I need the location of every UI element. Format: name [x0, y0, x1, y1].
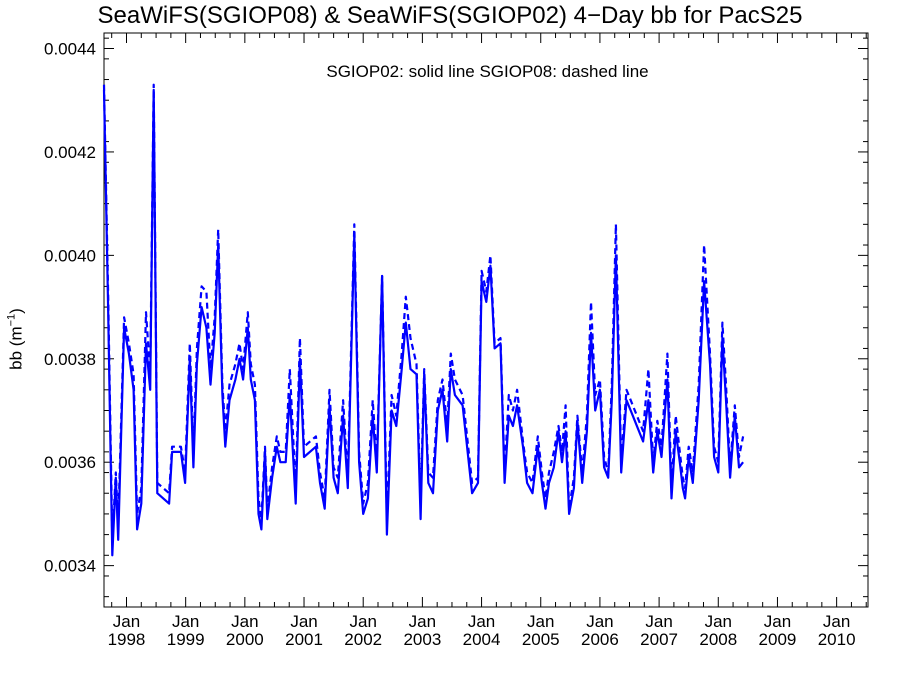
x-tick-year-label: 2010: [818, 630, 856, 649]
x-tick-year-label: 2000: [226, 630, 264, 649]
x-tick-month-label: Jan: [172, 612, 199, 631]
x-tick-year-label: 2009: [759, 630, 797, 649]
plot-frame: [103, 32, 869, 608]
x-tick-month-label: Jan: [409, 612, 436, 631]
x-tick-year-label: 2001: [285, 630, 323, 649]
x-tick-year-label: 2002: [344, 630, 382, 649]
x-tick-month-label: Jan: [231, 612, 258, 631]
x-tick-year-label: 2003: [403, 630, 441, 649]
x-tick-year-label: 1998: [108, 630, 146, 649]
y-tick-label: 0.0036: [44, 453, 96, 472]
series-line-sgiop08: [102, 83, 745, 541]
x-tick-year-label: 2005: [522, 630, 560, 649]
x-tick-month-label: Jan: [645, 612, 672, 631]
y-tick-label: 0.0040: [44, 246, 96, 265]
x-tick-month-label: Jan: [113, 612, 140, 631]
y-tick-label: 0.0034: [44, 557, 96, 576]
x-tick-month-label: Jan: [290, 612, 317, 631]
x-tick-month-label: Jan: [823, 612, 850, 631]
x-tick-year-label: 1999: [167, 630, 205, 649]
x-tick-year-label: 2007: [640, 630, 678, 649]
x-tick-month-label: Jan: [349, 612, 376, 631]
series-line-sgiop02: [102, 88, 744, 557]
x-tick-month-label: Jan: [586, 612, 613, 631]
x-tick-month-label: Jan: [527, 612, 554, 631]
y-tick-label: 0.0044: [44, 40, 96, 59]
x-tick-year-label: 2008: [699, 630, 737, 649]
x-tick-month-label: Jan: [705, 612, 732, 631]
chart-title: SeaWiFS(SGIOP08) & SeaWiFS(SGIOP02) 4−Da…: [97, 2, 803, 29]
x-tick-year-label: 2006: [581, 630, 619, 649]
y-tick-label: 0.0042: [44, 143, 96, 162]
line-style-annotation: SGIOP02: solid line SGIOP08: dashed line: [326, 62, 649, 81]
y-tick-label: 0.0038: [44, 350, 96, 369]
x-tick-month-label: Jan: [468, 612, 495, 631]
x-tick-year-label: 2004: [463, 630, 501, 649]
x-tick-month-label: Jan: [764, 612, 791, 631]
